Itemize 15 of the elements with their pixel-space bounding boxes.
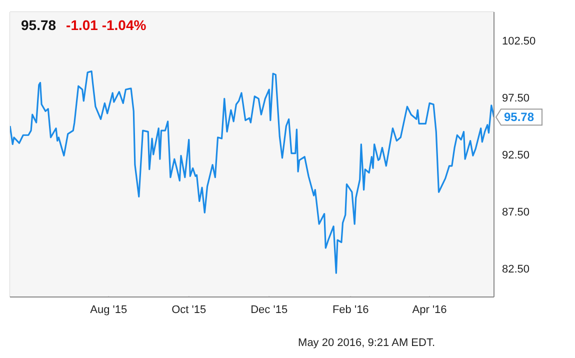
y-tick-label: 87.50	[502, 206, 530, 218]
y-tick-label: 92.50	[502, 149, 530, 162]
annotation: 95.78	[504, 110, 534, 124]
y-tick-label: 102.50	[502, 35, 536, 48]
text: May 20 2016, 9:21 AM EDT.	[298, 337, 435, 349]
y-tick-label: 97.50	[502, 92, 530, 104]
x-tick-label: Apr '16	[412, 304, 447, 316]
x-tick-label: Feb '16	[332, 304, 369, 316]
chart-subtitle: -1.01 -1.04%	[66, 17, 146, 33]
x-tick-label: Aug '15	[90, 304, 128, 316]
x-tick-label: Oct '15	[172, 304, 206, 316]
y-tick-label: 82.50	[502, 263, 530, 276]
chart-title: 95.78	[21, 17, 56, 33]
line-series	[10, 70, 494, 274]
x-tick-label: Dec '15	[250, 304, 288, 316]
